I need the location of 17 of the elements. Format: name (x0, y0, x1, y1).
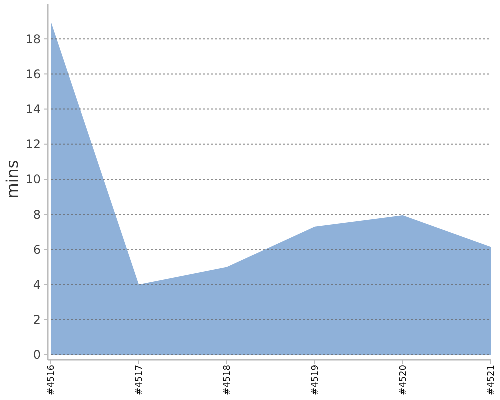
y-tick-label: 4 (33, 278, 41, 292)
y-tick-label: 8 (33, 208, 41, 222)
x-tick-label: #4517 (135, 365, 146, 396)
y-tick-label: 18 (26, 32, 41, 46)
y-tick-label: 10 (26, 172, 41, 187)
y-tick-label: 14 (26, 102, 41, 116)
y-tick-label: 12 (26, 138, 41, 152)
x-tick-label: #4519 (311, 364, 322, 396)
x-tick-label: #4521 (487, 365, 498, 396)
y-axis-title: mins (3, 160, 22, 199)
y-tick-label: 16 (26, 67, 41, 82)
x-tick-label: #4516 (47, 364, 58, 396)
x-tick-label: #4520 (399, 364, 410, 396)
x-tick-label: #4518 (223, 364, 234, 396)
y-tick-label: 2 (33, 313, 41, 328)
y-tick-label: 6 (33, 242, 41, 257)
y-tick-label: 0 (33, 348, 41, 362)
